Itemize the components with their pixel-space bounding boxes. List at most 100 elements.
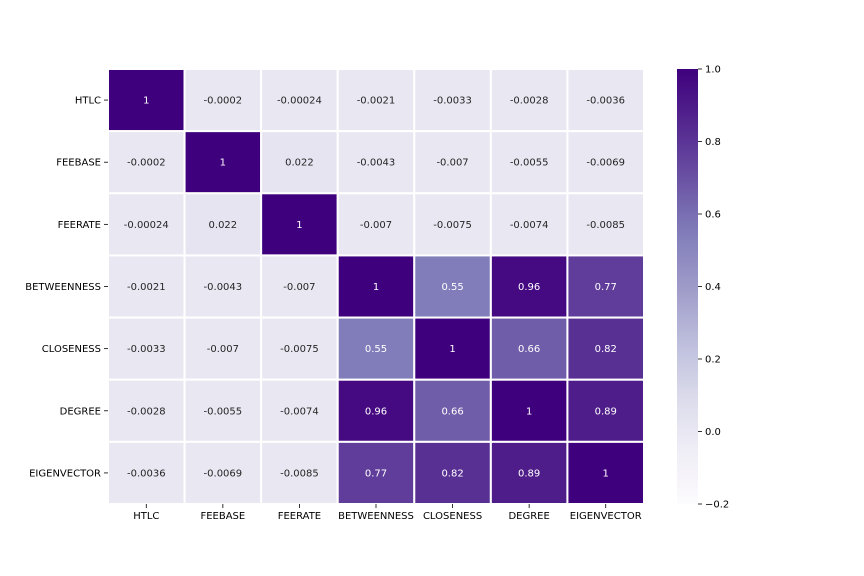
cell-annotation: 1 bbox=[373, 282, 379, 293]
cell-annotation: 0.66 bbox=[441, 406, 463, 417]
y-axis: HTLC FEEBASE FEERATE BETWEENNESS CLOSENESS DE… bbox=[25, 96, 108, 479]
heatmap-cell bbox=[489, 440, 569, 506]
cell-annotation: 0.96 bbox=[365, 406, 387, 417]
cell-annotation: 0.022 bbox=[285, 158, 314, 169]
cell-annotation: -0.00024 bbox=[277, 96, 322, 107]
colorbar-tick-label: 0.0 bbox=[705, 427, 721, 438]
cell-annotation: -0.0075 bbox=[433, 220, 472, 231]
y-tick-label: FEEBASE bbox=[56, 158, 101, 169]
heatmap-cell bbox=[260, 130, 339, 195]
cell-annotation: -0.0043 bbox=[204, 282, 243, 293]
cell-annotation: 0.022 bbox=[209, 220, 238, 231]
heatmap-cell bbox=[260, 192, 339, 257]
cell-annotation: -0.0036 bbox=[127, 468, 166, 479]
heatmap-cell bbox=[566, 254, 646, 319]
cell-annotation: -0.0021 bbox=[357, 96, 396, 107]
cell-annotation: 0.66 bbox=[518, 344, 540, 355]
y-tick-label: DEGREE bbox=[60, 406, 101, 417]
cell-annotation: -0.007 bbox=[207, 344, 239, 355]
y-tick-label: CLOSENESS bbox=[42, 344, 101, 355]
heatmap-cell bbox=[107, 254, 186, 319]
heatmap-cell bbox=[183, 378, 263, 443]
heatmap-cell bbox=[183, 68, 263, 133]
heatmap-cell bbox=[336, 440, 416, 506]
cell-annotation: 1 bbox=[296, 220, 302, 231]
cell-annotation: 1 bbox=[143, 96, 149, 107]
heatmap-cell bbox=[107, 378, 186, 443]
heatmap-annotations: 1 -0.0002 -0.00024 -0.0021 -0.0033 -0.0028 -0.… bbox=[124, 96, 625, 480]
cell-annotation: -0.0055 bbox=[510, 158, 549, 169]
colorbar-tick-label: 0.6 bbox=[705, 210, 721, 221]
cell-annotation: -0.0028 bbox=[127, 406, 166, 417]
cell-annotation: -0.0069 bbox=[586, 158, 625, 169]
cell-annotation: -0.0074 bbox=[280, 406, 319, 417]
cell-annotation: -0.0036 bbox=[586, 96, 625, 107]
cell-annotation: -0.0085 bbox=[280, 468, 319, 479]
cell-annotation: -0.007 bbox=[360, 220, 392, 231]
heatmap-cell bbox=[260, 440, 339, 506]
x-axis: HTLC FEEBASE FEERATE BETWEENNESS CLOSENESS DE… bbox=[133, 504, 642, 522]
cell-annotation: 1 bbox=[603, 468, 609, 479]
cell-annotation: -0.0033 bbox=[433, 96, 472, 107]
cell-annotation: 0.55 bbox=[441, 282, 463, 293]
cell-annotation: 1 bbox=[449, 344, 455, 355]
cell-annotation: -0.00024 bbox=[124, 220, 169, 231]
colorbar-gradient bbox=[677, 69, 698, 504]
cell-annotation: -0.007 bbox=[283, 282, 315, 293]
cell-annotation: 1 bbox=[526, 406, 532, 417]
heatmap-cell bbox=[107, 316, 186, 381]
colorbar-tick-label: 0.8 bbox=[705, 137, 721, 148]
x-tick-label: BETWEENNESS bbox=[338, 511, 414, 522]
heatmap-cell bbox=[183, 192, 263, 257]
y-tick-label: BETWEENNESS bbox=[25, 282, 101, 293]
heatmap-cell bbox=[413, 192, 492, 257]
cell-annotation: -0.0033 bbox=[127, 344, 166, 355]
colorbar-tick-label: 0.4 bbox=[705, 282, 721, 293]
heatmap-cell bbox=[336, 192, 416, 257]
y-tick-label: FEERATE bbox=[58, 220, 101, 231]
x-tick-label: FEERATE bbox=[278, 511, 321, 522]
colorbar-tick-label: 0.2 bbox=[705, 355, 721, 366]
x-tick-label: HTLC bbox=[133, 511, 159, 522]
cell-annotation: -0.0002 bbox=[127, 158, 166, 169]
x-tick-label: EIGENVECTOR bbox=[570, 511, 642, 522]
cell-annotation: -0.0075 bbox=[280, 344, 319, 355]
heatmap-cell bbox=[183, 254, 263, 319]
heatmap-cell bbox=[489, 68, 569, 133]
cell-annotation: 1 bbox=[220, 158, 226, 169]
heatmap-cell bbox=[489, 254, 569, 319]
cell-annotation: 0.77 bbox=[595, 282, 617, 293]
x-tick-label: FEEBASE bbox=[200, 511, 245, 522]
colorbar: 1.0 0.8 0.6 0.4 0.2 0.0 −0.2 bbox=[677, 65, 729, 511]
heatmap-cell bbox=[566, 130, 646, 195]
heatmap-cell bbox=[489, 192, 569, 257]
cell-annotation: 0.82 bbox=[595, 344, 617, 355]
heatmap-cells bbox=[107, 68, 646, 506]
cell-annotation: -0.0055 bbox=[204, 406, 243, 417]
cell-annotation: -0.0074 bbox=[510, 220, 549, 231]
cell-annotation: -0.0085 bbox=[586, 220, 625, 231]
heatmap-cell bbox=[566, 440, 646, 506]
colorbar-tick-label: −0.2 bbox=[705, 500, 729, 511]
heatmap-cell bbox=[260, 316, 339, 381]
cell-annotation: 0.77 bbox=[365, 468, 387, 479]
y-tick-label: HTLC bbox=[75, 96, 101, 107]
heatmap-cell bbox=[413, 440, 492, 506]
cell-annotation: -0.0021 bbox=[127, 282, 166, 293]
cell-annotation: 0.55 bbox=[365, 344, 387, 355]
cell-annotation: 0.82 bbox=[441, 468, 463, 479]
cell-annotation: -0.0002 bbox=[204, 96, 243, 107]
x-tick-label: DEGREE bbox=[508, 511, 549, 522]
cell-annotation: -0.007 bbox=[436, 158, 468, 169]
cell-annotation: -0.0069 bbox=[204, 468, 243, 479]
cell-annotation: -0.0028 bbox=[510, 96, 549, 107]
cell-annotation: 0.89 bbox=[518, 468, 540, 479]
colorbar-tick-label: 1.0 bbox=[705, 65, 721, 76]
y-tick-label: EIGENVECTOR bbox=[29, 468, 101, 479]
cell-annotation: 0.89 bbox=[595, 406, 617, 417]
x-tick-label: CLOSENESS bbox=[423, 511, 482, 522]
heatmap-cell bbox=[413, 130, 492, 195]
heatmap-cell bbox=[566, 192, 646, 257]
cell-annotation: -0.0043 bbox=[357, 158, 396, 169]
